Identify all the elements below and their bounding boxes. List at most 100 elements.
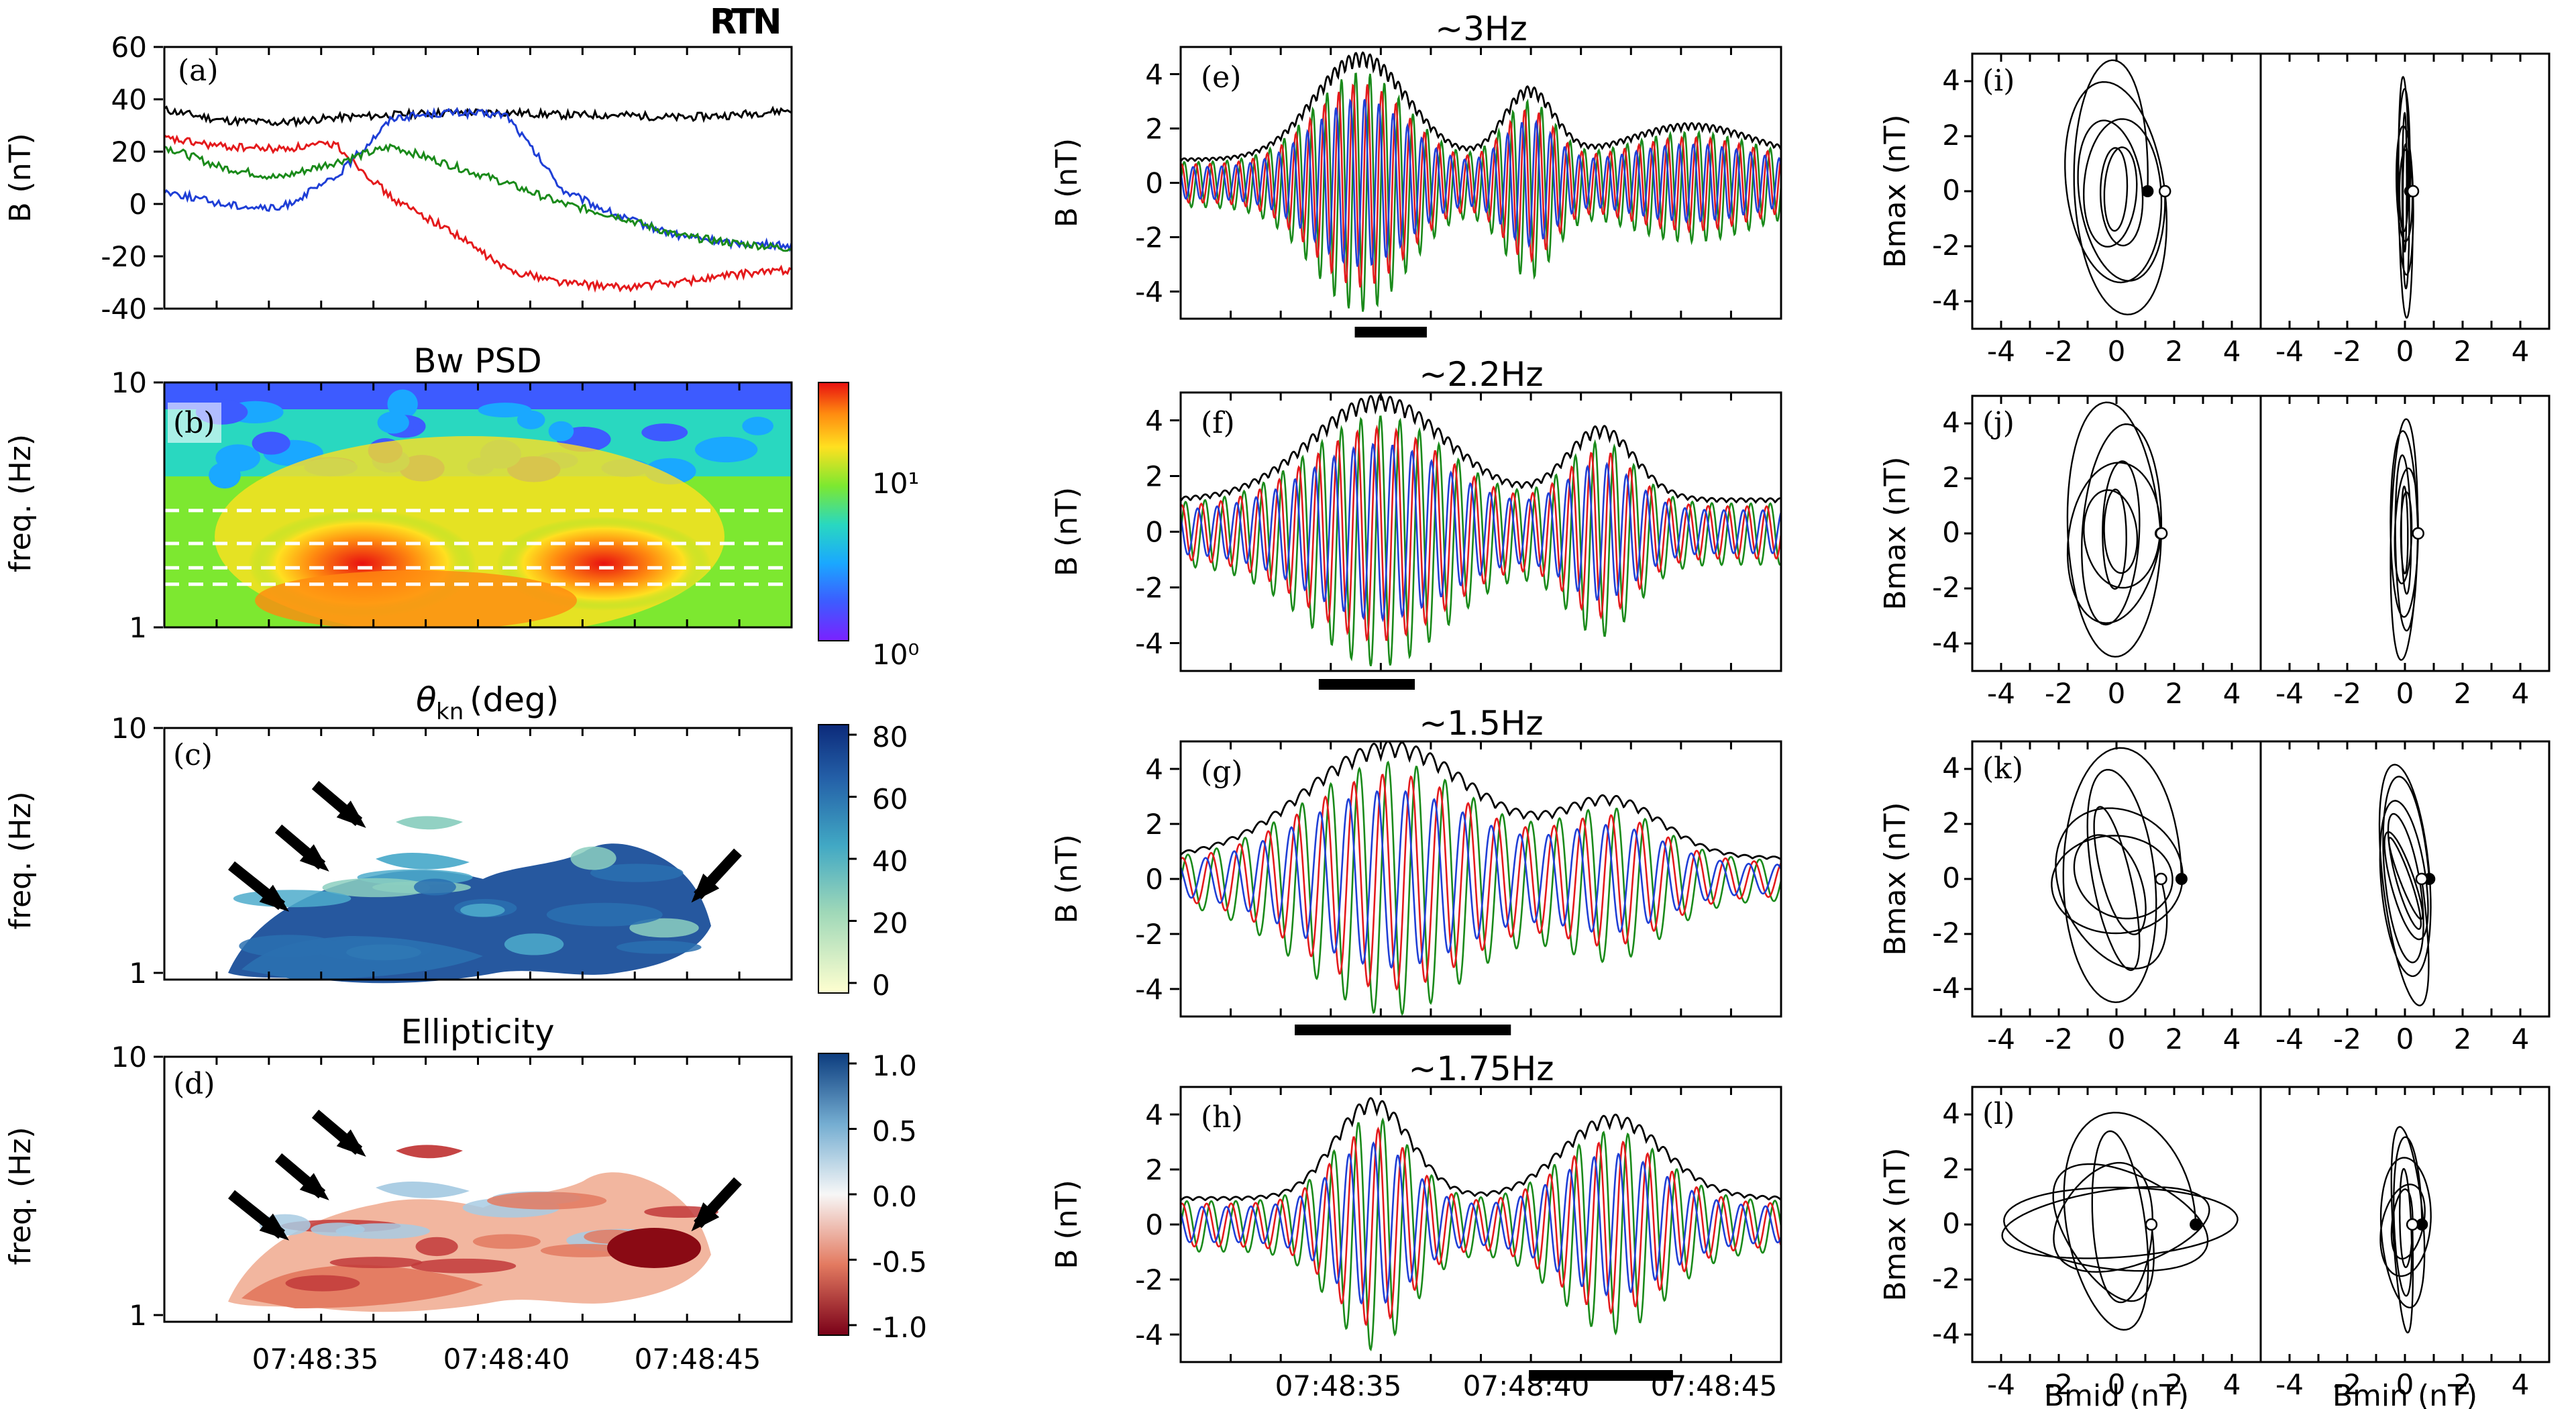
hodogram-x-tick-label: 4 [2223,335,2241,368]
hodogram-x-tick-label: -4 [1987,1368,2015,1401]
hodogram-y-tick-label: 0 [1942,516,1960,549]
panel-tag-hodogram: (l) [1982,1097,2015,1131]
wave-series [1179,442,1782,623]
hodogram-x-tick-label: 2 [2165,677,2184,710]
arrow-head [259,884,289,912]
hodogram-x-tick-label: 4 [2512,1368,2530,1401]
wave-series [1179,1127,1782,1326]
hodogram-trace [2395,76,2414,319]
psd-blob [209,462,241,489]
y-tick-label: 40 [111,83,147,116]
y-tick-label: -20 [101,240,147,273]
wave-streak [472,1234,541,1249]
panel-tag-g: (g) [1201,755,1243,789]
wave-streak [329,1257,423,1269]
y-tick-label: 0 [1145,863,1163,896]
hodogram-x-tick-label: 0 [2396,1368,2414,1401]
hodogram-x-tick-label: -4 [1987,1023,2015,1055]
panel-tag-a: (a) [178,54,219,88]
wave-region [228,816,711,984]
hodogram-x-tick-label: 4 [2512,1023,2530,1055]
panel-f: 4 2 0 -2 -4 B (nT) ~2.2Hz (f) [1050,355,1782,690]
arrow-head [259,1213,289,1241]
hodogram-x-tick-label: -2 [2333,677,2361,710]
wave-streak [411,1258,517,1273]
wave-patch [241,1265,483,1308]
panel-tag-c: (c) [173,738,213,772]
wave-streak [285,1275,360,1292]
panel-tag-hodogram: (j) [1982,406,2015,440]
y-tick-label: 4 [1145,58,1163,91]
wave-magnitude [1180,1097,1782,1202]
psd-blob [478,403,532,418]
hodogram-y-tick-label: 0 [1942,174,1960,207]
hodogram-frame [1971,52,2262,330]
psd-blob [377,411,409,434]
panel-b-ylabel: freq. (Hz) [3,434,38,572]
colorbar-tick: -0.5 [872,1246,927,1279]
hodogram-x-tick-label: -2 [2333,335,2361,368]
arrow-head [691,874,720,903]
time-tick-label: 07:48:40 [443,1343,570,1375]
y-tick-label: -2 [1135,1263,1163,1296]
time-tick-label: 07:48:45 [635,1343,761,1375]
wave-series [1179,83,1782,288]
panel-tag-hodogram: (i) [1982,64,2015,98]
hodogram-end-marker [2155,872,2167,886]
y-tick-label: -40 [101,293,147,325]
wave-series [1179,774,1782,991]
colorbar-c [818,724,849,994]
wave-patch [376,852,470,870]
y-tick-label: 0 [1145,516,1163,549]
time-tick-label: 07:48:45 [1651,1369,1778,1402]
hodogram-0-1: -4 -2 0 2 4 [2259,52,2551,368]
psd-blob [548,421,574,441]
y-tick-label: 2 [1145,460,1163,493]
panel-h: 4 2 0 -2 -4 B (nT) ~1.75Hz (h) [1050,1049,1782,1381]
wave-streak [460,903,505,917]
y-tick-label: 10 [111,712,147,745]
hodogram-x-tick-label: 4 [2223,1368,2241,1401]
psd-map [164,382,792,627]
wave-streak [590,864,684,882]
hodogram-x-tick-label: 0 [2396,677,2414,710]
hodogram-1-1: -4 -2 0 2 4 [2259,395,2551,710]
hodogram-x-tick-label: -2 [2045,677,2073,710]
interval-bar [1295,1025,1511,1035]
time-tick-label: 07:48:35 [1275,1369,1402,1402]
hodogram-frame [2259,1086,2551,1363]
wave-streak [504,933,564,955]
panel-g-ylabel: B (nT) [1050,834,1084,923]
panel-c-title-unit: (deg) [470,680,559,719]
hodogram-y-tick-label: -2 [1932,571,1960,604]
panel-tag-f: (f) [1201,406,1235,440]
colorbar-tick: 0.5 [872,1115,917,1148]
hodogram-end-marker [2406,1218,2419,1231]
rtn-legend-N: N [753,2,782,42]
y-tick-label: 2 [1145,808,1163,841]
arrow-head [336,800,366,829]
hodogram-y-tick-label: -4 [1932,1317,1960,1350]
series-line-N [164,143,792,252]
hodogram-frame [2259,740,2551,1018]
hodogram-y-tick-label: 4 [1942,406,1960,439]
panel-e-title: ~3Hz [1435,9,1527,48]
panel-tag-d: (d) [173,1067,215,1101]
panel-g: 4 2 0 -2 -4 B (nT) ~1.5Hz (g) [1050,704,1782,1035]
colorbar-tick: 10⁰ [872,638,919,671]
hodogram-ylabel: Bmax (nT) [1878,802,1913,955]
colorbar-tick: 0 [872,969,890,1002]
wave-series [1179,1141,1782,1305]
time-tick-label: 07:48:40 [1463,1369,1590,1402]
panel-c: 10 1 freq. (Hz) (c) 80 60 40 20 0 θ kn (deg) [3,680,908,1002]
interval-bar [1529,1370,1673,1381]
colorbar-tick: 1.0 [872,1049,917,1082]
y-tick-label: 0 [1145,1208,1163,1241]
hodogram-x-tick-label: 4 [2223,677,2241,710]
wave-series [1179,760,1782,1016]
panel-e: 4 2 0 -2 -4 B (nT) ~3Hz (e) [1050,9,1782,337]
wave-series [1179,98,1782,267]
hodogram-ylabel: Bmax (nT) [1878,114,1913,268]
hodogram-trace [2001,1111,2239,1331]
panel-d-title: Ellipticity [400,1012,554,1051]
